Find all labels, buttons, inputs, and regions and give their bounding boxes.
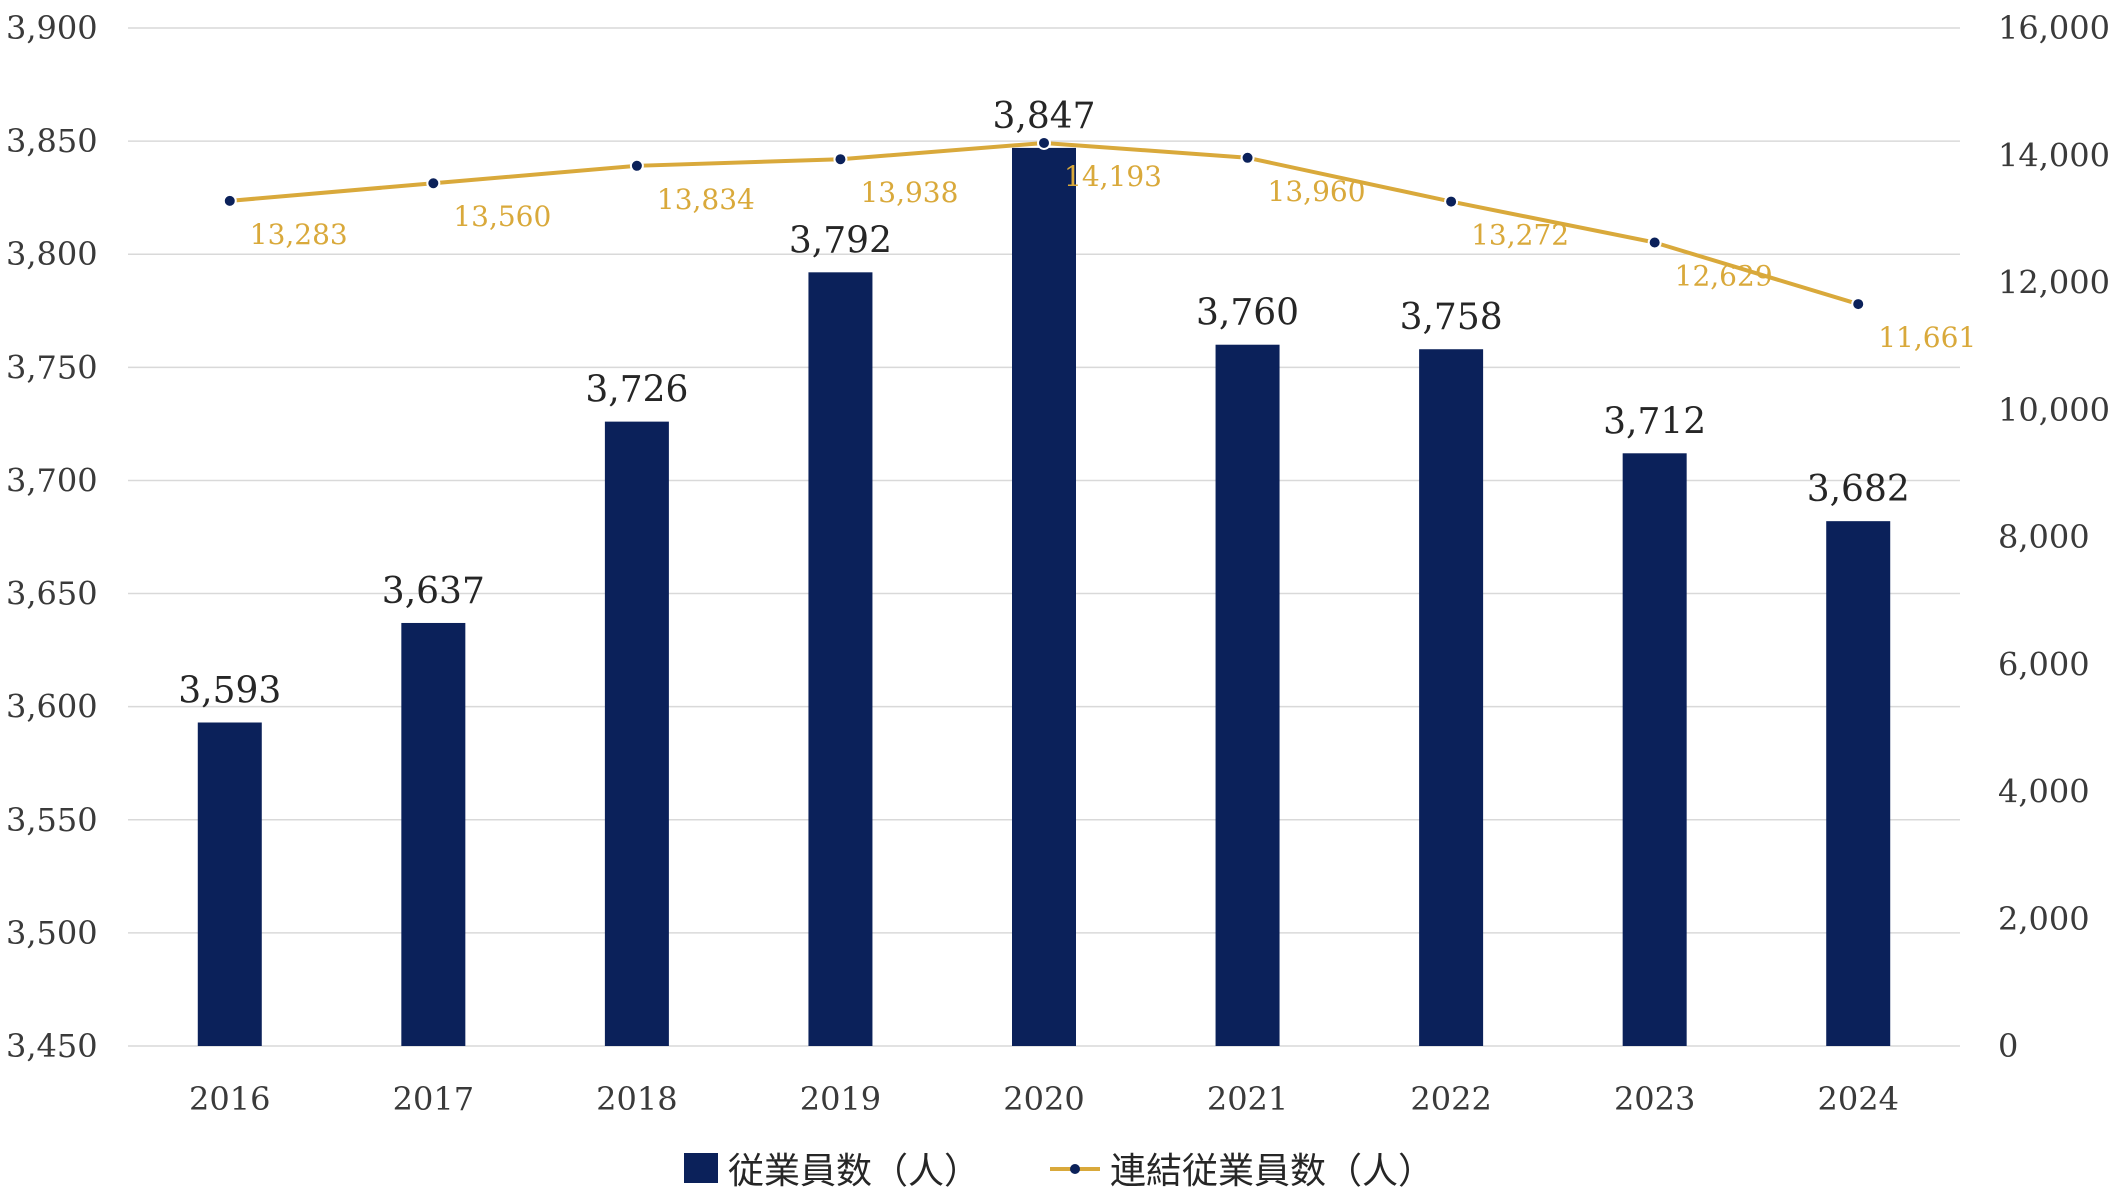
line-value-label: 11,661: [1878, 321, 1976, 354]
y-right-tick-label: 6,000: [1998, 645, 2090, 683]
y-left-tick-label: 3,850: [6, 122, 98, 160]
line-value-label: 13,834: [657, 183, 755, 216]
bar: [604, 421, 669, 1046]
x-tick-label: 2017: [393, 1080, 474, 1118]
x-tick-label: 2018: [596, 1080, 677, 1118]
line-point: [426, 176, 441, 191]
line-value-label: 13,272: [1471, 219, 1569, 252]
x-tick-label: 2022: [1410, 1080, 1491, 1118]
x-tick-label: 2016: [189, 1080, 270, 1118]
bar: [197, 722, 262, 1046]
x-tick-label: 2024: [1818, 1080, 1899, 1118]
y-right-tick-label: 8,000: [1998, 518, 2090, 556]
bar: [808, 272, 873, 1046]
x-tick-label: 2019: [800, 1080, 881, 1118]
line-value-label: 13,960: [1268, 175, 1366, 208]
legend-item-line: 連結従業員数（人）: [1050, 1142, 1434, 1194]
y-right-tick-label: 10,000: [1998, 391, 2110, 429]
line-point: [1851, 297, 1866, 312]
bar-value-label: 3,637: [382, 571, 485, 612]
x-tick-label: 2023: [1614, 1080, 1695, 1118]
bar: [1012, 147, 1076, 1047]
bar: [401, 622, 466, 1046]
line-point: [1240, 150, 1255, 165]
bar: [1826, 521, 1891, 1046]
y-left-tick-label: 3,800: [6, 235, 98, 273]
line-value-label: 13,938: [860, 176, 958, 209]
legend-bar-swatch: [683, 1153, 718, 1183]
bar-value-label: 3,726: [585, 370, 688, 411]
legend-line-label: 連結従業員数（人）: [1110, 1151, 1435, 1192]
y-right-tick-label: 16,000: [1998, 9, 2110, 47]
legend-item-bar: 従業員数（人）: [683, 1142, 980, 1194]
x-axis: 2016 2017 2018 2019 2020 2021 2022 2023 2024: [189, 1080, 1899, 1118]
y-right-tick-label: 4,000: [1998, 773, 2090, 811]
y-left-tick-label: 3,550: [6, 801, 98, 839]
line-point: [222, 193, 237, 208]
x-tick-label: 2021: [1207, 1080, 1288, 1118]
line-series: 13,283 13,560 13,834 13,938 14,193 13,960 13,2…: [222, 135, 1976, 354]
y-right-tick-label: 2,000: [1998, 900, 2090, 938]
line-point: [1647, 235, 1662, 250]
bar: [1419, 349, 1484, 1046]
left-axis: 3,450 3,500 3,550 3,600 3,650 3,700 3,750 3,800…: [6, 9, 98, 1065]
y-right-tick-label: 14,000: [1998, 136, 2110, 174]
bar-series: 3,593 3,637 3,726 3,792 3,847 3,760 3,758 3,712…: [178, 96, 1910, 1047]
bar-value-label: 3,847: [992, 96, 1095, 137]
bar-value-label: 3,760: [1196, 293, 1299, 334]
legend: 従業員数（人） 連結従業員数（人）: [0, 1140, 2118, 1196]
bar: [1622, 453, 1687, 1046]
legend-line-swatch: [1050, 1158, 1100, 1178]
y-right-tick-label: 12,000: [1998, 264, 2110, 302]
y-left-tick-label: 3,900: [6, 9, 98, 47]
y-left-tick-label: 3,750: [6, 348, 98, 386]
bar-value-label: 3,593: [178, 671, 281, 712]
line-point: [1037, 135, 1051, 150]
line-value-label: 14,193: [1064, 160, 1162, 193]
line-value-label: 12,629: [1675, 259, 1773, 292]
y-right-tick-label: 0: [1998, 1027, 2018, 1065]
line-value-label: 13,560: [453, 200, 551, 233]
bar: [1215, 344, 1280, 1046]
line-value-label: 13,283: [250, 218, 348, 251]
line-point: [833, 152, 848, 167]
bar-value-label: 3,682: [1807, 469, 1910, 510]
bar-value-label: 3,712: [1603, 401, 1706, 442]
x-tick-label: 2020: [1003, 1080, 1084, 1118]
right-axis: 0 2,000 4,000 6,000 8,000 10,000 12,000 14,000 1…: [1998, 9, 2110, 1065]
y-left-tick-label: 3,650: [6, 575, 98, 613]
y-left-tick-label: 3,600: [6, 688, 98, 726]
bar-value-label: 3,758: [1400, 297, 1503, 338]
y-left-tick-label: 3,450: [6, 1027, 98, 1065]
legend-bar-label: 従業員数（人）: [727, 1151, 980, 1192]
line-point: [629, 158, 644, 173]
bar-value-label: 3,792: [789, 220, 892, 261]
y-left-tick-label: 3,500: [6, 914, 98, 952]
y-left-tick-label: 3,700: [6, 461, 98, 499]
line-point: [1444, 194, 1459, 209]
